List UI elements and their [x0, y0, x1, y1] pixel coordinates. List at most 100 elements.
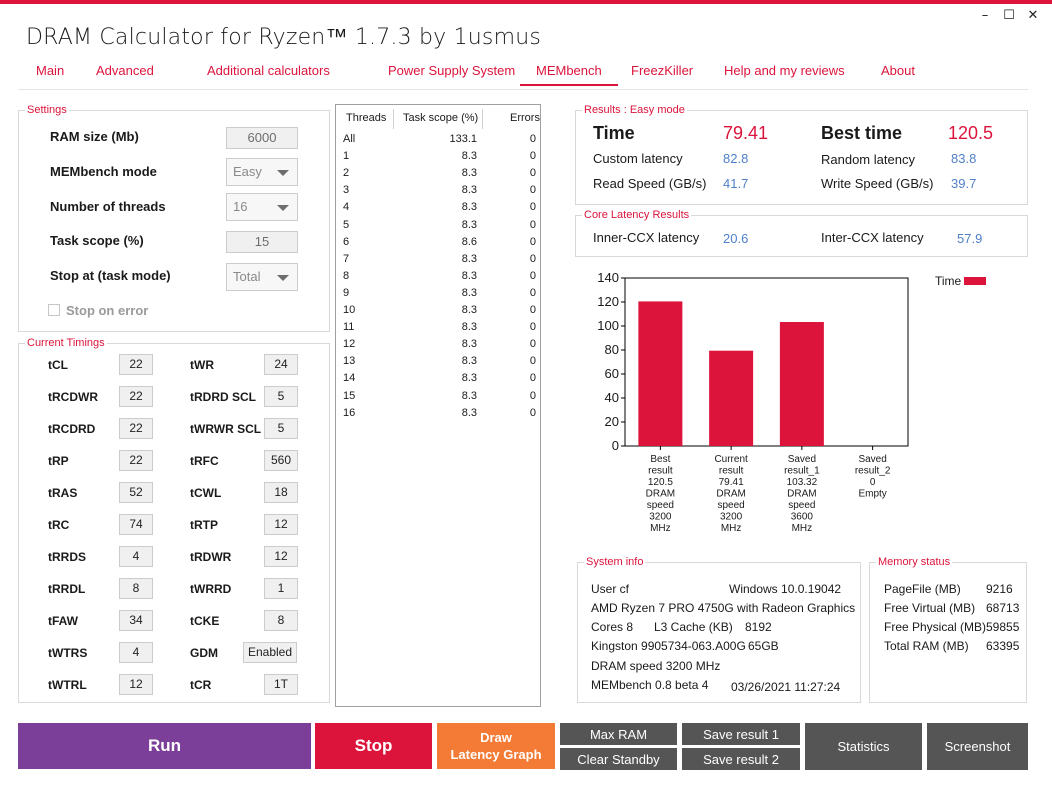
- ram-size-label: RAM size (Mb): [50, 129, 139, 144]
- tab-about[interactable]: About: [881, 63, 915, 78]
- best-time-label: Best time: [821, 123, 903, 143]
- timing-value-trcdwr: 22: [119, 386, 153, 407]
- task-scope-cell: 8.3: [461, 201, 477, 214]
- task-scope-cell: 133.1: [449, 133, 477, 145]
- y-tick-label: 100: [597, 318, 619, 333]
- thread-cell: 7: [343, 252, 350, 265]
- task-scope-cell: 8.3: [461, 167, 477, 180]
- timing-value-trtp: 12: [264, 514, 298, 535]
- draw-line2: Latency Graph: [450, 747, 542, 762]
- draw-latency-graph-button[interactable]: Draw Latency Graph: [437, 723, 555, 769]
- timing-label-tfaw: tFAW: [48, 614, 78, 628]
- x-tick-label: Saved result_2 0 Empty: [855, 454, 891, 500]
- chevron-down-icon: [277, 170, 289, 176]
- run-button[interactable]: Run: [18, 723, 311, 769]
- maximize-icon[interactable]: ☐: [1003, 8, 1015, 23]
- settings-title: Settings: [25, 104, 69, 116]
- ram-size-field[interactable]: 6000: [226, 127, 298, 149]
- errors-cell: 0: [529, 184, 536, 197]
- thread-cell: 4: [343, 201, 350, 214]
- table-row: 1 8.3 0: [343, 150, 539, 167]
- tab-additional-calculators[interactable]: Additional calculators: [207, 63, 330, 78]
- tab-power-supply-system[interactable]: Power Supply System: [388, 63, 516, 78]
- legend-label: Time: [935, 274, 962, 288]
- time-value: 79.41: [723, 123, 769, 143]
- custom-latency-label: Custom latency: [593, 151, 683, 166]
- timing-label-trdwr: tRDWR: [190, 550, 232, 564]
- timing-label-trc: tRC: [48, 518, 70, 532]
- thread-cell: 16: [343, 406, 356, 419]
- system-info-title: System info: [584, 556, 646, 568]
- random-latency-value: 83.8: [951, 151, 977, 166]
- timing-value-gdm: Enabled: [243, 642, 297, 663]
- threads-label: Number of threads: [50, 199, 166, 214]
- tab-help-and-reviews[interactable]: Help and my reviews: [724, 63, 845, 78]
- y-tick-label: 20: [605, 414, 619, 429]
- tab-main[interactable]: Main: [36, 63, 65, 78]
- thread-cell: 15: [343, 389, 356, 402]
- timing-label-trcdwr: tRCDWR: [48, 390, 98, 404]
- chart-bar: [779, 322, 824, 446]
- save-result-1-button[interactable]: Save result 1: [682, 723, 800, 745]
- table-row: 11 8.3 0: [343, 321, 539, 338]
- results-chart: 0 20 40 60 80 100 120 140 Best result 120.5 DRAM spe…: [575, 262, 1028, 547]
- task-scope-field[interactable]: 15: [226, 231, 298, 253]
- task-scope-cell: 8.3: [461, 286, 477, 299]
- membench-mode-select[interactable]: Easy: [226, 158, 298, 186]
- stop-on-error-checkbox[interactable]: [48, 304, 60, 316]
- screenshot-button[interactable]: Screenshot: [927, 723, 1028, 770]
- errors-cell: 0: [529, 133, 536, 145]
- tab-freezkiller[interactable]: FreezKiller: [631, 63, 694, 78]
- stop-on-error-row[interactable]: Stop on error: [48, 303, 148, 318]
- errors-cell: 0: [529, 338, 536, 351]
- errors-cell: 0: [529, 321, 536, 334]
- memory-status-label: PageFile (MB): [884, 582, 961, 596]
- task-scope-cell: 8.3: [461, 338, 477, 351]
- timing-label-tcke: tCKE: [190, 614, 220, 628]
- timing-label-twrwr-scl: tWRWR SCL: [190, 422, 262, 436]
- timing-label-twtrs: tWTRS: [48, 646, 88, 660]
- thread-cell: 5: [343, 218, 350, 231]
- tab-membench[interactable]: MEMbench: [520, 63, 618, 86]
- stop-at-select[interactable]: Total: [226, 263, 298, 291]
- random-latency-label: Random latency: [821, 152, 915, 167]
- table-row: 13 8.3 0: [343, 355, 539, 372]
- table-row: 10 8.3 0: [343, 304, 539, 321]
- statistics-button[interactable]: Statistics: [805, 723, 922, 770]
- timing-label-gdm: GDM: [190, 646, 218, 660]
- stop-button[interactable]: Stop: [315, 723, 432, 769]
- memory-status-label: Free Physical (MB): [884, 620, 987, 634]
- close-icon[interactable]: ✕: [1027, 8, 1039, 23]
- minimize-icon[interactable]: –: [981, 8, 989, 23]
- save-result-2-button[interactable]: Save result 2: [682, 748, 800, 770]
- table-row: 7 8.3 0: [343, 253, 539, 270]
- thread-cell: 2: [343, 167, 350, 180]
- errors-cell: 0: [529, 406, 536, 419]
- membench-mode-value: Easy: [233, 164, 262, 179]
- errors-cell: 0: [529, 201, 536, 214]
- sysinfo-memory-module: Kingston 9905734-063.A00G: [591, 639, 746, 653]
- threads-select[interactable]: 16: [226, 193, 298, 221]
- read-speed-label: Read Speed (GB/s): [593, 176, 707, 191]
- timing-value-trrds: 4: [119, 546, 153, 567]
- thread-cell: 14: [343, 372, 356, 385]
- clear-standby-button[interactable]: Clear Standby: [560, 748, 677, 770]
- timing-label-trp: tRP: [48, 454, 69, 468]
- timing-value-tras: 52: [119, 482, 153, 503]
- chart-bar: [709, 350, 754, 446]
- timing-label-trtp: tRTP: [190, 518, 218, 532]
- memory-status-group: Memory status: [869, 556, 1027, 703]
- max-ram-button[interactable]: Max RAM: [560, 723, 677, 745]
- timing-value-trrdl: 8: [119, 578, 153, 599]
- sysinfo-memory-size: 65GB: [748, 639, 779, 653]
- y-tick-label: 140: [597, 270, 619, 285]
- errors-cell: 0: [529, 235, 536, 248]
- task-scope-cell: 8.3: [461, 252, 477, 265]
- core-latency-title: Core Latency Results: [582, 209, 692, 221]
- errors-cell: 0: [529, 372, 536, 385]
- sysinfo-membench-version: MEMbench 0.8 beta 4: [591, 678, 709, 692]
- memory-status-value: 9216: [986, 582, 1013, 596]
- table-row: 3 8.3 0: [343, 184, 539, 201]
- tab-advanced[interactable]: Advanced: [96, 63, 154, 78]
- inner-ccx-label: Inner-CCX latency: [593, 230, 700, 245]
